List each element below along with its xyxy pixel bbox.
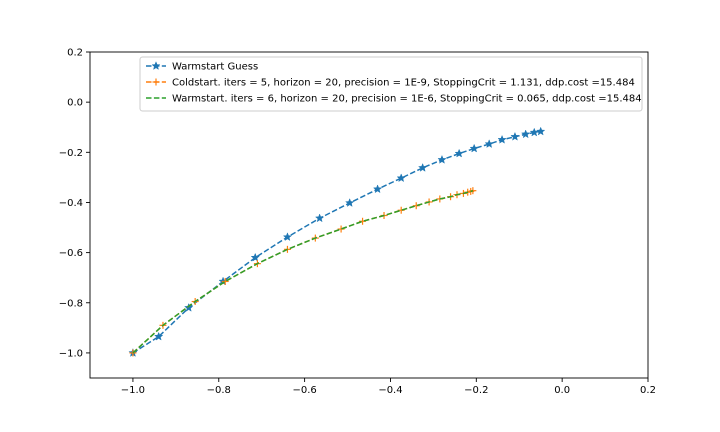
data-point [314, 213, 325, 223]
legend-label: Coldstart. iters = 5, horizon = 20, prec… [172, 78, 635, 89]
data-point [484, 139, 494, 148]
data-point [154, 331, 164, 341]
data-point [250, 252, 260, 262]
data-point [454, 148, 464, 158]
data-point [345, 198, 355, 207]
y-tick-label: −0.8 [59, 298, 83, 309]
legend-entry: Coldstart. iters = 5, horizon = 20, prec… [146, 78, 635, 89]
legend: Warmstart Guess Coldstart. iters = 5, hor… [139, 56, 643, 112]
x-tick-label: 0.0 [554, 385, 570, 396]
data-point [469, 143, 479, 153]
series-1 [128, 126, 546, 357]
data-point [437, 154, 447, 164]
data-point [529, 127, 539, 137]
data-point [282, 232, 293, 242]
x-tick-label: −0.4 [378, 385, 402, 396]
y-tick-label: 0.0 [67, 98, 83, 109]
legend-label: Warmstart. iters = 6, horizon = 20, prec… [172, 94, 642, 105]
x-tick-label: −0.2 [464, 385, 488, 396]
x-tick-label: −1.0 [121, 385, 145, 396]
axes-layer: −1.0 −0.8 −0.6 −0.4 −0.2 0.0 0.2 −1.0 −0.8 −0.6 −0… [59, 48, 656, 397]
legend-label: Warmstart Guess [172, 62, 258, 73]
data-point [510, 131, 520, 141]
data-point [184, 302, 194, 312]
data-point [536, 126, 546, 136]
y-tick-label: 0.2 [67, 48, 83, 59]
y-tick-label: −0.4 [59, 198, 83, 209]
legend-marker [151, 61, 161, 70]
data-point [521, 129, 531, 139]
legend-box [139, 56, 643, 112]
data-point [221, 277, 229, 285]
data-point [469, 187, 477, 195]
y-tick-label: −0.6 [59, 248, 83, 259]
series-layer [128, 126, 546, 357]
legend-entry: Warmstart. iters = 6, horizon = 20, prec… [146, 94, 642, 105]
x-tick-label: −0.6 [292, 385, 316, 396]
x-tick-label: −0.8 [207, 385, 231, 396]
axes-frame [89, 51, 649, 379]
y-tick-label: −0.2 [59, 148, 83, 159]
series-line-3 [132, 189, 474, 354]
series-3 [132, 189, 474, 354]
data-point [337, 225, 345, 233]
data-point [372, 184, 383, 194]
y-tick-label: −1.0 [59, 348, 83, 359]
data-point [417, 162, 428, 172]
x-tick-label: 0.2 [640, 385, 656, 396]
series-line-1 [132, 130, 541, 354]
legend-entry: Warmstart Guess [146, 61, 258, 73]
data-point [396, 173, 406, 183]
data-point [497, 134, 507, 144]
